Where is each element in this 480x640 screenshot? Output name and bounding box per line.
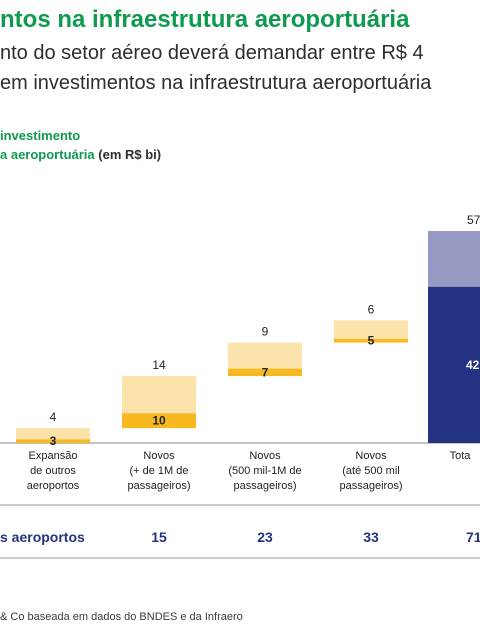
category-label-4-line-3: passageiros) (340, 480, 403, 492)
row-value-1: 15 (151, 529, 167, 545)
category-label-3-line-2: (500 mil-1M de (228, 465, 301, 477)
bar-low-label-2: 10 (152, 414, 166, 428)
bar-high-label-4: 6 (368, 302, 375, 316)
chart-legend-line-2: a aeroportuária (0, 147, 95, 162)
bar-high-range-4 (334, 320, 408, 339)
total-bar-high-range (428, 231, 480, 287)
total-low-label: 42 (466, 358, 480, 372)
bar-high-label-1: 4 (50, 410, 57, 424)
row-value-4: 71 (466, 529, 480, 545)
category-label-4-line-2: (até 500 mil (342, 465, 399, 477)
page-title: ntos na infraestrutura aeroportuária (0, 6, 410, 33)
chart-legend: investimento a aeroportuária (em R$ bi) (0, 126, 161, 164)
category-label-2-line-1: Novos (143, 450, 175, 462)
row-value-3: 33 (363, 529, 379, 545)
category-label-1-line-1: Expansão (29, 450, 78, 462)
total-high-label: 57 (467, 213, 480, 227)
chart-legend-unit: (em R$ bi) (98, 147, 162, 162)
category-label-2-line-3: passageiros) (128, 480, 191, 492)
bar-low-range-1 (16, 439, 90, 443)
subtitle-line-1: nto do setor aéreo deverá demandar entre… (0, 42, 424, 64)
row-value-2: 23 (257, 529, 273, 545)
bar-high-range-2 (122, 376, 196, 414)
category-label-4-line-1: Novos (355, 450, 387, 462)
row-label: s aeroportos (0, 529, 85, 545)
category-label-1-line-3: aeroportos (27, 480, 80, 492)
category-label-5-line-1: Tota (450, 450, 472, 462)
category-label-1-line-2: de outros (30, 465, 76, 477)
chart-legend-line-1: investimento (0, 128, 81, 143)
bar-high-range-3 (228, 342, 302, 369)
bar-low-label-4: 5 (368, 334, 375, 348)
category-label-3-line-3: passageiros) (234, 480, 297, 492)
bar-high-range-1 (16, 428, 90, 440)
bar-low-range-2 (122, 413, 196, 429)
total-bar-low-range (428, 286, 480, 443)
bar-low-range-3 (228, 368, 302, 377)
bar-low-range-4 (334, 338, 408, 343)
category-label-3-line-1: Novos (249, 450, 281, 462)
source-note: & Co baseada em dados do BNDES e da Infr… (0, 611, 243, 623)
bar-high-label-3: 9 (262, 325, 269, 339)
bar-low-label-3: 7 (262, 365, 269, 379)
subtitle-line-2: em investimentos na infraestrutura aerop… (0, 72, 432, 94)
bar-low-label-1: 3 (50, 434, 57, 448)
category-label-2-line-2: (+ de 1M de (129, 465, 188, 477)
bar-high-label-2: 14 (152, 358, 166, 372)
